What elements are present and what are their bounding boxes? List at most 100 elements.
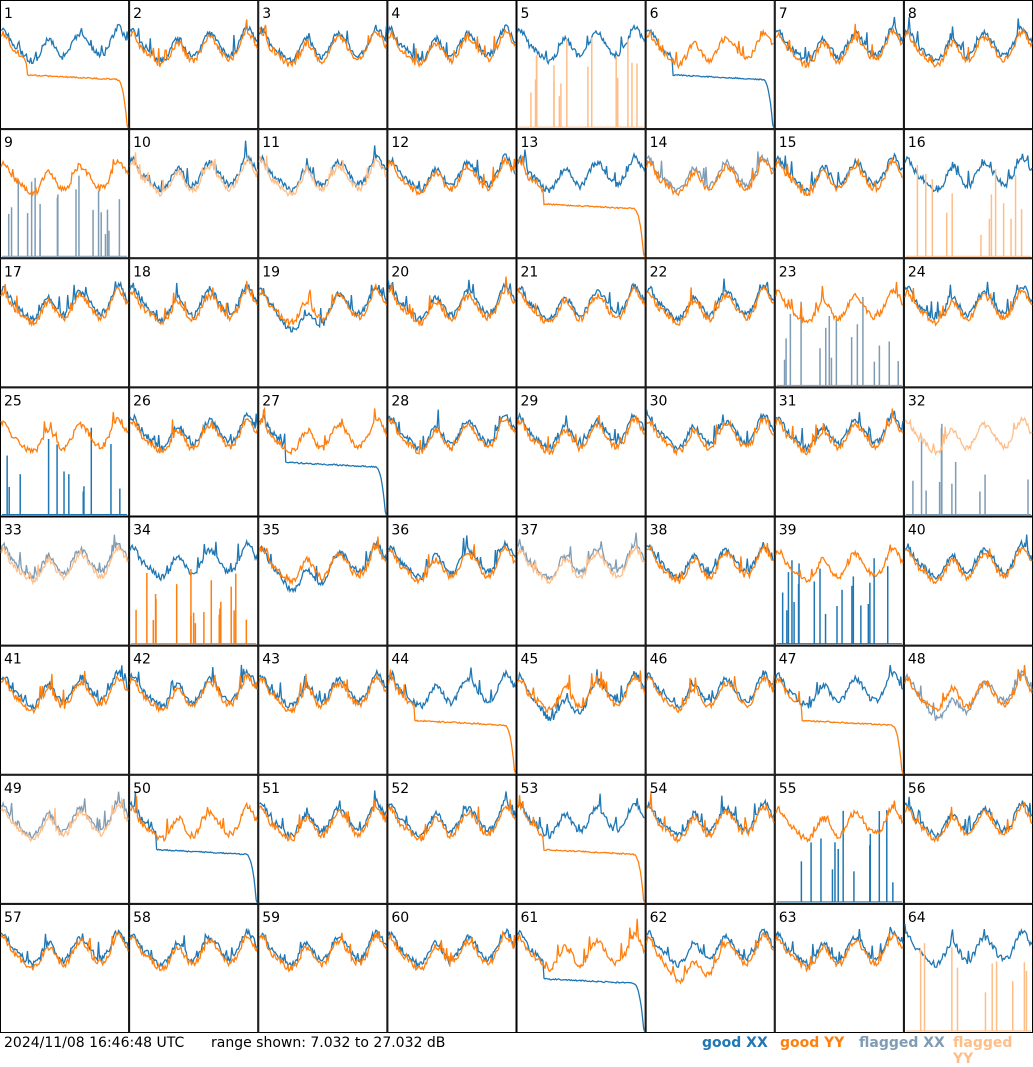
panel-31: 31	[774, 387, 904, 517]
panel-label: 10	[133, 135, 151, 151]
good-xx-line	[775, 16, 904, 63]
panel-label: 44	[391, 652, 409, 668]
panel-frame	[387, 0, 517, 130]
good-yy-line	[775, 23, 903, 69]
panel-label: 18	[133, 264, 151, 280]
panel-frame	[645, 516, 775, 646]
panel-24: 24	[903, 258, 1033, 388]
panel-label: 48	[908, 652, 926, 668]
good-yy-line	[646, 416, 775, 457]
panel-48: 48	[903, 645, 1033, 775]
panel-frame	[516, 774, 646, 904]
good-yy-line	[775, 676, 904, 774]
panel-13: 13	[516, 129, 646, 259]
panel-label: 23	[779, 264, 797, 280]
panel-frame	[387, 258, 517, 388]
panel-51: 51	[258, 774, 388, 904]
panel-2: 2	[129, 0, 259, 130]
flagged-xx-line	[646, 151, 775, 193]
panel-18: 18	[129, 258, 259, 388]
good-xx-line	[259, 929, 387, 967]
panel-frame	[258, 387, 388, 517]
panel-label: 21	[521, 264, 539, 280]
good-xx-line	[516, 793, 645, 840]
panel-label: 15	[779, 135, 797, 151]
panel-label: 53	[521, 781, 539, 797]
panel-frame	[129, 0, 259, 130]
panel-frame	[0, 0, 130, 130]
panel-frame	[516, 903, 646, 1033]
good-yy-line	[775, 281, 904, 324]
panel-61: 61	[516, 903, 646, 1033]
panel-frame	[387, 129, 517, 259]
panel-frame	[258, 645, 388, 775]
panel-frame	[129, 774, 259, 904]
panel-17: 17	[0, 258, 130, 388]
panel-label: 4	[391, 6, 400, 22]
panel-7: 7	[774, 0, 904, 130]
good-yy-line	[258, 799, 388, 842]
panel-4: 4	[387, 0, 517, 130]
panel-58: 58	[129, 903, 259, 1033]
panel-label: 25	[4, 393, 22, 409]
panel-label: 22	[650, 264, 668, 280]
good-xx-line	[129, 411, 258, 452]
panel-38: 38	[645, 516, 775, 646]
flagged-yy-line	[129, 152, 258, 197]
panel-frame	[387, 645, 517, 775]
panel-label: 17	[4, 264, 22, 280]
panel-frame	[774, 258, 904, 388]
good-yy-line	[517, 794, 646, 903]
panel-label: 56	[908, 781, 926, 797]
panel-label: 20	[391, 264, 409, 280]
good-xx-line	[904, 17, 1033, 64]
panel-frame	[258, 774, 388, 904]
panel-label: 47	[779, 652, 797, 668]
panel-label: 29	[521, 393, 539, 409]
good-xx-line	[516, 929, 646, 1032]
panel-label: 16	[908, 135, 926, 151]
panel-frame	[258, 129, 388, 259]
panel-frame	[129, 129, 259, 259]
panel-29: 29	[516, 387, 646, 517]
footer-bar: 2024/11/08 16:46:48 UTC range shown: 7.0…	[0, 1033, 1033, 1067]
good-yy-line	[0, 158, 129, 197]
good-yy-line	[646, 28, 774, 70]
good-xx-line	[387, 24, 517, 64]
panel-42: 42	[129, 645, 259, 775]
good-yy-line	[775, 156, 904, 197]
panel-3: 3	[258, 0, 388, 130]
good-yy-line	[129, 19, 258, 68]
good-xx-line	[0, 23, 129, 65]
good-yy-line	[387, 416, 517, 455]
good-xx-line	[646, 795, 775, 838]
good-yy-line	[258, 673, 387, 714]
panel-25: 25	[0, 387, 130, 517]
panel-label: 19	[262, 264, 280, 280]
good-xx-line	[645, 409, 775, 451]
good-yy-line	[0, 932, 129, 971]
panel-frame	[645, 387, 775, 517]
flagged-yy-line	[516, 544, 646, 585]
panel-frame	[516, 129, 646, 259]
panel-frame	[129, 903, 259, 1033]
panel-label: 3	[262, 6, 271, 22]
legend-good-xx: good XX	[702, 1035, 768, 1051]
panel-10: 10	[129, 129, 259, 259]
panel-57: 57	[0, 903, 130, 1033]
good-yy-line	[0, 670, 129, 715]
panel-frame	[774, 0, 904, 130]
good-yy-line	[645, 156, 775, 197]
panel-frame	[0, 903, 130, 1033]
good-xx-line	[904, 281, 1033, 321]
panel-frame	[645, 258, 775, 388]
panel-54: 54	[645, 774, 775, 904]
panel-frame	[387, 516, 517, 646]
panel-22: 22	[645, 258, 775, 388]
good-xx-line	[129, 791, 258, 903]
panel-label: 35	[262, 523, 280, 539]
good-xx-line	[387, 791, 517, 838]
panel-32: 32	[903, 387, 1033, 517]
flagged-yy-line	[904, 415, 1033, 457]
good-yy-line	[259, 406, 388, 456]
